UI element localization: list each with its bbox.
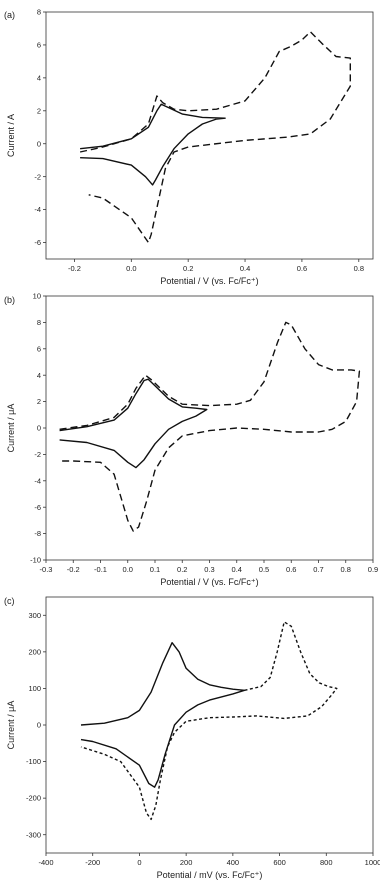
x-tick-label: 0.5 bbox=[259, 565, 269, 574]
y-tick-label: -6 bbox=[34, 238, 41, 247]
x-tick-label: 0.8 bbox=[341, 565, 351, 574]
x-tick-label: 0.9 bbox=[368, 565, 378, 574]
x-tick-label: 0.0 bbox=[123, 565, 133, 574]
x-tick-label: 0.0 bbox=[126, 264, 136, 273]
x-tick-label: 0.4 bbox=[240, 264, 250, 273]
x-tick-label: 400 bbox=[227, 858, 240, 867]
x-tick-label: 0.3 bbox=[204, 565, 214, 574]
x-tick-label: 0.4 bbox=[232, 565, 242, 574]
y-tick-label: -4 bbox=[34, 476, 41, 485]
plot-frame bbox=[45, 295, 374, 561]
chart-panel-2: -0.3 -0.2 -0.1 0.0 0.1 0.2 0.3 0.4 0.5 0.6 0.7 0.8 0… bbox=[4, 292, 378, 587]
y-tick-label: 200 bbox=[28, 647, 41, 656]
y-tick-label: -2 bbox=[34, 450, 41, 459]
x-tick-label: -0.2 bbox=[67, 565, 80, 574]
y-tick-label: -300 bbox=[26, 830, 41, 839]
y-tick-label: 6 bbox=[37, 41, 41, 50]
panel-label: (c) bbox=[4, 596, 15, 606]
x-axis-label: Potential / V (vs. Fc/Fc⁺) bbox=[160, 276, 258, 286]
x-tick-label: 0.2 bbox=[183, 264, 193, 273]
y-tick-label: 2 bbox=[37, 397, 41, 406]
y-tick-label: -4 bbox=[34, 205, 41, 214]
x-tick-label: -400 bbox=[38, 858, 53, 867]
series-line-solid bbox=[59, 378, 208, 469]
x-tick-label: -0.3 bbox=[40, 565, 53, 574]
x-axis-label: Potential / mV (vs. Fc/Fc⁺) bbox=[157, 870, 263, 880]
x-tick-label: 0.6 bbox=[297, 264, 307, 273]
chart-panel-1: -0.2 0.0 0.2 0.4 0.6 0.8 -6 -4 -2 0 2 4 6 8 Potential … bbox=[4, 8, 374, 286]
y-tick-label: 2 bbox=[37, 106, 41, 115]
series-line-dotted bbox=[80, 621, 338, 821]
series-line-solid bbox=[80, 103, 226, 186]
series-line-solid bbox=[80, 642, 246, 788]
x-tick-label: -0.2 bbox=[68, 264, 81, 273]
y-tick-label: 0 bbox=[37, 139, 41, 148]
x-tick-label: 600 bbox=[273, 858, 286, 867]
x-tick-label: 0.6 bbox=[286, 565, 296, 574]
y-tick-label: 100 bbox=[28, 684, 41, 693]
y-tick-label: -100 bbox=[26, 757, 41, 766]
y-axis-label: Current / μA bbox=[6, 404, 16, 453]
y-tick-label: 10 bbox=[33, 292, 41, 301]
y-tick-label: -2 bbox=[34, 172, 41, 181]
y-tick-label: 8 bbox=[37, 8, 41, 17]
x-axis-label: Potential / V (vs. Fc/Fc⁺) bbox=[160, 577, 258, 587]
x-tick-label: 0 bbox=[137, 858, 141, 867]
panel-label: (b) bbox=[4, 295, 15, 305]
y-tick-label: 8 bbox=[37, 318, 41, 327]
series-line-dashed bbox=[59, 321, 361, 532]
y-tick-label: -200 bbox=[26, 794, 41, 803]
y-axis-label: Current / μA bbox=[6, 701, 16, 750]
x-tick-label: 1000 bbox=[365, 858, 380, 867]
plot-frame bbox=[45, 11, 374, 260]
y-tick-label: 0 bbox=[37, 424, 41, 433]
x-tick-label: -200 bbox=[85, 858, 100, 867]
y-tick-label: -6 bbox=[34, 503, 41, 512]
x-tick-label: 0.7 bbox=[313, 565, 323, 574]
x-tick-label: 0.1 bbox=[150, 565, 160, 574]
chart-panel-3: -400 -200 0 200 400 600 800 1000 -300 -200 -100 0 10… bbox=[4, 596, 380, 880]
plot-frame bbox=[45, 596, 374, 854]
x-tick-label: -0.1 bbox=[94, 565, 107, 574]
series-line-dashed bbox=[79, 31, 351, 244]
x-tick-label: 0.2 bbox=[177, 565, 187, 574]
y-tick-label: 0 bbox=[37, 721, 41, 730]
x-tick-label: 200 bbox=[180, 858, 193, 867]
y-tick-label: -8 bbox=[34, 529, 41, 538]
y-tick-label: 4 bbox=[37, 73, 41, 82]
panel-label: (a) bbox=[4, 10, 15, 20]
x-tick-label: 800 bbox=[320, 858, 333, 867]
x-tick-label: 0.8 bbox=[354, 264, 364, 273]
y-tick-label: 300 bbox=[28, 611, 41, 620]
y-tick-label: 6 bbox=[37, 344, 41, 353]
y-tick-label: -10 bbox=[30, 556, 41, 565]
y-tick-label: 4 bbox=[37, 371, 41, 380]
y-axis-label: Current / A bbox=[6, 114, 16, 157]
